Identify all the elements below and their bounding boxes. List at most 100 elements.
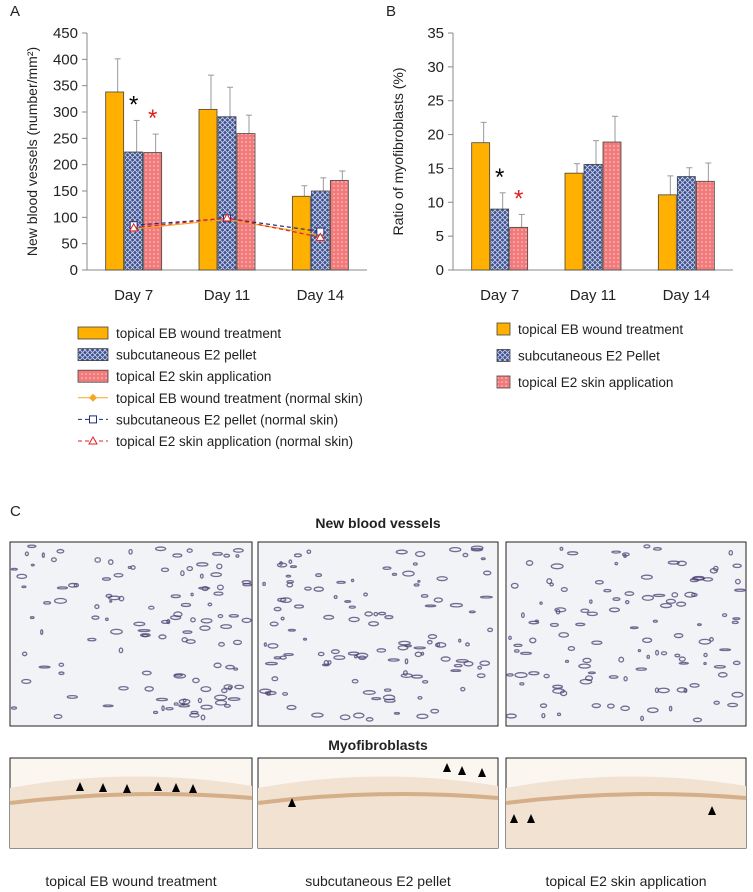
vessel [107,559,114,566]
vessel [717,672,728,678]
bar [236,133,256,271]
vessel [556,712,562,717]
vessel [118,685,129,691]
bar [490,208,510,271]
vessel [350,578,355,583]
y-tick-label: 300 [53,104,78,121]
vessel [286,704,297,711]
vessel [449,602,464,608]
vessel [691,576,705,581]
vessel [10,567,18,571]
vessel [263,642,268,647]
vessel [362,690,376,695]
vessel [330,649,340,655]
vessel [624,591,635,597]
vessel [110,628,123,635]
arrowhead [154,782,162,791]
vessel [436,576,448,582]
panel-label: A [10,3,20,20]
vessel [21,678,32,685]
vessel [603,588,612,593]
vessel [640,715,645,722]
panel-label: B [386,3,396,20]
y-tick-label: 100 [53,209,78,226]
vessel [339,714,351,721]
vessel [173,702,179,706]
vessel [199,573,204,579]
x-tick-label: Day 7 [480,287,519,304]
vessel [288,559,293,564]
vessel [487,627,494,633]
vessel [391,572,398,577]
vessel [696,623,702,627]
vessel [282,691,289,696]
vessel [211,551,223,556]
vessel [427,634,438,640]
vessel [560,586,568,593]
vessel [155,697,169,702]
caption: topical EB wound treatment [45,873,216,889]
vessel [654,687,660,694]
vessel [41,552,46,558]
vessel [223,553,231,558]
vessel [434,642,447,648]
vessel [578,663,591,669]
panel-label: C [10,503,21,520]
vessel [667,560,680,565]
bar [583,163,603,271]
vessel [591,703,602,709]
vessel [582,657,592,664]
vessel [647,707,659,714]
arrowhead [458,766,466,775]
vessel [376,648,387,653]
vessel [279,561,283,566]
legend-swatch [496,349,511,362]
vessel [280,616,285,621]
vessel [541,712,546,719]
legend-swatch [77,348,109,362]
vessel [732,617,741,621]
y-tick-label: 150 [53,183,78,200]
vessel [113,572,124,578]
vessel [546,578,553,585]
vessel [287,628,297,632]
vessel [470,545,484,551]
vessel [285,574,292,578]
vessel [313,586,324,592]
vessel [732,660,741,666]
vessel [235,554,240,558]
arrowhead [123,784,131,793]
vessel [559,546,564,551]
vessel [347,651,360,656]
vessel [56,586,69,590]
vessel [21,651,28,657]
arrowhead [189,784,197,793]
vessel [304,586,312,591]
vessel [713,700,720,705]
vessel [479,595,494,599]
legend-label: subcutaneous E2 pellet (normal skin) [116,412,338,427]
vessel [719,648,732,652]
vessel [643,544,651,549]
vessel [264,690,277,696]
vessel [158,634,167,640]
vessel [180,570,185,577]
vessel [703,652,708,658]
bar [509,226,529,271]
vessel [144,686,154,692]
vessel [404,644,413,648]
vessel [614,561,619,566]
vessel [587,671,596,675]
vessel [558,632,570,638]
vessel [534,619,539,623]
micrograph [505,541,747,727]
y-tick-label: 30 [427,59,444,76]
annotation: * [514,185,523,212]
vessel [200,686,212,693]
vessel [348,616,360,623]
vessel [482,570,492,576]
vessel [433,597,444,603]
vessel [448,547,462,553]
vessel [197,697,203,704]
vessel [344,600,352,603]
